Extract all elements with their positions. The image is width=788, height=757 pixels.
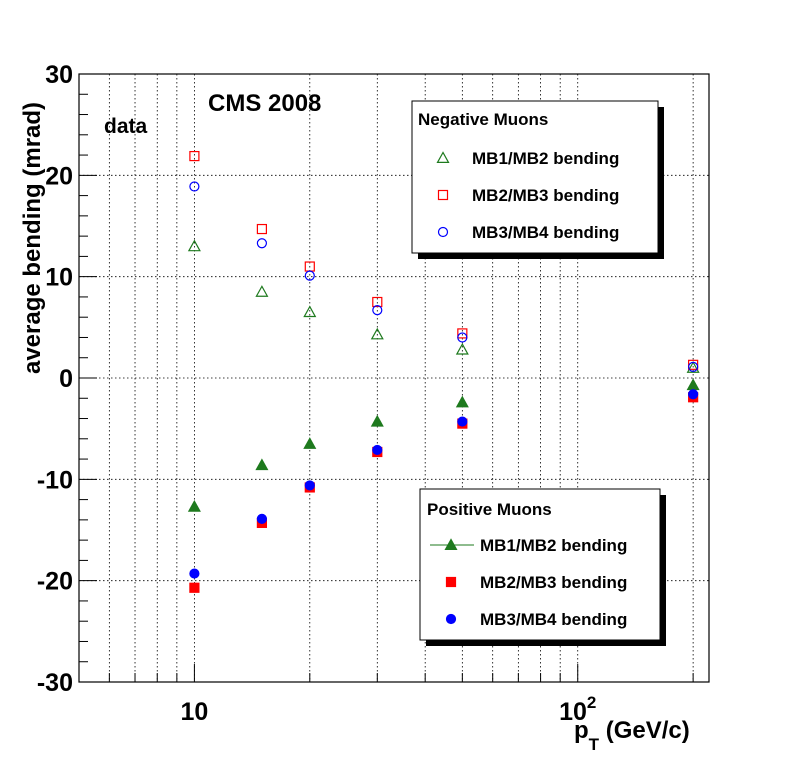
data-point-negative-square-open: [372, 296, 383, 308]
legend-marker-triangle-filled: [444, 538, 458, 551]
legend-positive-title: Positive Muons: [427, 500, 552, 519]
legend-negative-box: [411, 100, 659, 254]
legend-negative-entry-3: MB3/MB4 bending: [472, 223, 619, 242]
data-point-negative-circle-open: [189, 181, 200, 192]
legend-negative-muons: Negative Muons MB1/MB2 bending MB2/MB3 b…: [411, 100, 664, 259]
y-tick-label: -30: [37, 669, 73, 697]
data-point-negative-triangle-open: [455, 342, 469, 355]
x-axis-label: pT (GeV/c): [574, 717, 690, 754]
data-point-negative-triangle-open: [370, 327, 384, 340]
data-point-negative-square-open: [189, 150, 200, 162]
legend-positive-markers: [430, 538, 474, 625]
y-tick-label: -10: [37, 466, 73, 494]
data-point-negative-circle-open: [304, 270, 315, 281]
legend-marker-square-filled: [445, 576, 457, 588]
data-point-positive-triangle-filled: [686, 378, 700, 391]
data-point-negative-square-open: [457, 328, 468, 339]
data-point-positive-triangle-filled: [187, 499, 201, 512]
legend-positive-box: [419, 488, 661, 641]
data-point-negative-triangle-open: [303, 305, 317, 318]
y-tick-label: 20: [45, 162, 73, 190]
axes: -30 -20 -10 0 10 20 30 10 102: [37, 61, 694, 726]
data-point-positive-circle-filled: [688, 389, 699, 400]
data-point-negative-square-open: [256, 223, 267, 235]
data-point-positive-circle-filled: [457, 416, 468, 427]
y-axis-label: average bending (mrad): [19, 102, 46, 374]
legend-positive-muons: Positive Muons MB1/MB2 bending MB2/MB3 b…: [419, 488, 666, 646]
legend-positive-entry-1: MB1/MB2 bending: [480, 536, 627, 555]
data-point-positive-circle-filled: [304, 480, 315, 491]
x-axis-label-sub: T: [589, 735, 600, 754]
legend-negative-markers: [436, 151, 450, 238]
y-tick-label: 10: [45, 264, 73, 292]
plot-frame: [78, 73, 710, 683]
legend-negative-title: Negative Muons: [418, 110, 548, 129]
data-point-negative-triangle-open: [187, 239, 201, 252]
data-point-positive-triangle-filled: [303, 437, 317, 449]
legend-marker-circle-open: [437, 226, 449, 238]
legend-marker-triangle-open: [436, 151, 450, 163]
data-point-negative-circle-open: [457, 332, 468, 343]
data-points: [187, 150, 700, 593]
data-point-positive-square-filled: [189, 582, 200, 593]
y-tick-label: -20: [37, 568, 73, 596]
x-axis-label-main: p: [574, 717, 589, 744]
data-point-positive-circle-filled: [372, 444, 383, 456]
data-point-negative-circle-open: [372, 305, 383, 316]
legend-negative-entry-2: MB2/MB3 bending: [472, 186, 619, 205]
data-point-positive-circle-filled: [189, 568, 200, 579]
legend-negative-entry-1: MB1/MB2 bending: [472, 149, 619, 168]
legend-positive-entry-3: MB3/MB4 bending: [480, 610, 627, 629]
data-annotation: data: [104, 115, 148, 138]
x-tick-label: 102: [559, 693, 596, 726]
data-point-positive-triangle-filled: [455, 395, 469, 408]
legend-marker-square-open: [437, 189, 449, 201]
x-tick-label: 10: [180, 698, 208, 726]
x-axis-label-units: (GeV/c): [599, 717, 690, 744]
y-tick-label: 0: [59, 365, 73, 393]
data-point-negative-triangle-open: [686, 361, 700, 373]
legend-positive-entry-2: MB2/MB3 bending: [480, 573, 627, 592]
y-tick-label: 30: [45, 61, 73, 89]
data-point-positive-circle-filled: [256, 513, 267, 524]
legend-marker-circle-filled: [445, 613, 457, 625]
data-point-negative-circle-open: [256, 238, 267, 249]
data-point-negative-triangle-open: [255, 285, 269, 297]
chart-title: CMS 2008: [208, 90, 321, 117]
data-point-positive-triangle-filled: [370, 414, 384, 427]
data-point-positive-triangle-filled: [255, 458, 269, 471]
data-point-negative-circle-open: [688, 361, 699, 372]
